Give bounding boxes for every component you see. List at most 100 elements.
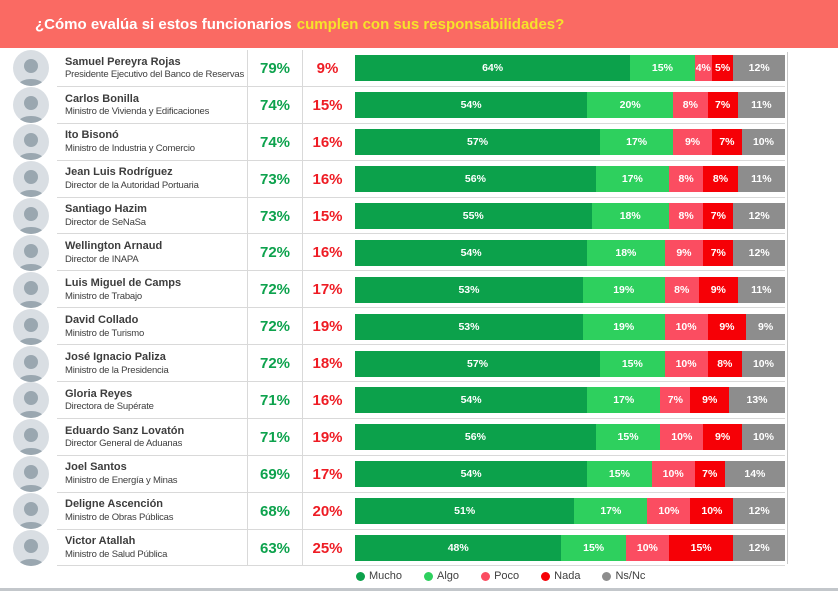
bar-segment-poco: 8% [664,276,699,303]
stacked-bar: 56% 17% 8% 8% 11% [355,166,785,193]
bar-segment-nada: 7% [703,239,734,266]
bar-segment-nsnc: 11% [737,92,785,119]
official-row: Santiago Hazim Director de SeNaSa 73% 15… [0,197,838,235]
person-icon [13,165,49,198]
bar-segment-poco: 7% [660,387,691,414]
bar-segment-poco: 8% [668,203,704,229]
bar-segment-nada: 9% [698,276,738,303]
bar-segment-nada: 10% [690,498,734,525]
stacked-bar: 64% 15% 4% 5% 12% [355,55,785,82]
bar-segment-algo: 19% [582,276,665,303]
legend-dot-icon [356,571,365,581]
official-identity: Deligne Ascención Ministro de Obras Públ… [57,492,248,530]
bar-segment-nsnc: 10% [741,129,785,156]
bottom-divider [0,588,838,591]
official-row: Victor Atallah Ministro de Salud Pública… [0,529,838,567]
official-title: Ministro de Turismo [65,327,145,339]
bar-segment-algo: 15% [630,55,695,82]
official-identity: José Ignacio Paliza Ministro de la Presi… [57,345,248,383]
bar-segment-poco: 9% [664,239,704,266]
bar-segment-nsnc: 14% [724,461,785,488]
bar-segment-nada: 8% [707,350,742,377]
person-icon [13,54,49,87]
bar-segment-nsnc: 12% [733,498,785,525]
official-title: Director General de Aduanas [65,438,183,450]
official-name: Deligne Ascención [65,498,164,511]
stacked-bar: 56% 15% 10% 9% 10% [355,424,785,451]
disapproval-percent: 9% [316,59,339,77]
bar-segment-mucho: 54% [355,461,588,488]
official-identity: Wellington Arnaud Director de INAPA [57,234,248,272]
avatar [13,419,49,456]
avatar [13,493,49,530]
person-icon [13,460,49,493]
legend-label: Nada [554,570,581,583]
avatar [13,161,49,198]
question-highlight: cumplen con sus responsabilidades? [296,15,565,33]
official-name: Joel Santos [65,461,127,474]
official-name: Jean Luis Rodríguez [65,166,173,179]
disapproval-percent: 25% [312,539,343,557]
disapproval-percent: 19% [312,318,343,336]
bar-segment-mucho: 54% [355,387,588,414]
stacked-bar: 51% 17% 10% 10% 12% [355,498,785,525]
official-title: Ministro de Vivienda y Edificaciones [65,106,210,118]
legend-label: Algo [437,570,460,583]
person-icon [13,386,49,419]
bar-segment-nada: 15% [668,535,734,562]
stacked-bar: 54% 18% 9% 7% 12% [355,239,785,266]
official-row: Joel Santos Ministro de Energía y Minas … [0,455,838,493]
approval-percent: 68% [248,492,303,530]
bar-segment-nsnc: 12% [733,203,785,229]
official-identity: Luis Miguel de Camps Ministro de Trabajo [57,271,248,309]
official-title: Ministro de Obras Públicas [65,512,174,524]
approval-percent: 69% [248,455,303,493]
bar-segment-mucho: 57% [355,129,601,156]
bar-segment-poco: 8% [673,92,708,119]
bar-segment-poco: 9% [673,129,712,156]
person-icon [13,276,49,308]
official-title: Ministro de Energía y Minas [65,475,178,487]
bar-segment-nada: 7% [711,129,742,156]
legend-dot-icon [602,571,612,581]
official-name: Wellington Arnaud [65,240,163,253]
official-identity: David Collado Ministro de Turismo [57,308,248,346]
bar-segment-algo: 15% [561,535,626,562]
legend-label: Mucho [369,570,403,583]
bar-segment-mucho: 48% [355,535,562,562]
question-text: ¿Cómo evalúa si estos funcionarios [35,15,292,33]
legend: Mucho Algo Poco Nada Ns/Nc [356,566,838,586]
disapproval-percent: 16% [312,391,343,409]
official-row: Ito Bisonó Ministro de Industria y Comer… [0,123,838,161]
bar-segment-nsnc: 10% [741,350,785,377]
bar-segment-nsnc: 13% [729,387,785,414]
approval-percent: 73% [248,197,303,235]
approval-percent: 79% [248,50,303,87]
bar-segment-nada: 7% [694,461,725,488]
official-name: Santiago Hazim [65,203,147,216]
officials-list: Samuel Pereyra Rojas Presidente Ejecutiv… [0,48,838,567]
avatar [13,124,49,161]
stacked-bar: 48% 15% 10% 15% 12% [355,535,785,562]
bar-segment-poco: 10% [647,498,691,525]
approval-percent: 63% [248,529,303,567]
disapproval-percent: 19% [312,428,343,446]
person-icon [13,202,49,234]
bar-segment-nada: 7% [703,203,734,229]
person-icon [13,534,49,567]
bar-segment-poco: 10% [664,313,708,340]
stacked-bar: 57% 15% 10% 8% 10% [355,350,785,377]
legend-item-mucho: Mucho [356,570,402,582]
disapproval-percent: 15% [312,207,343,225]
bar-segment-mucho: 54% [355,239,588,266]
disapproval-percent: 15% [312,96,343,114]
legend-dot-icon [541,571,551,581]
legend-dot-icon [481,571,491,581]
bar-segment-algo: 18% [587,239,665,266]
official-name: José Ignacio Paliza [65,350,166,363]
disapproval-percent: 18% [312,355,343,373]
official-row: Carlos Bonilla Ministro de Vivienda y Ed… [0,86,838,124]
person-icon [13,91,49,124]
bar-segment-nada: 9% [707,313,747,340]
